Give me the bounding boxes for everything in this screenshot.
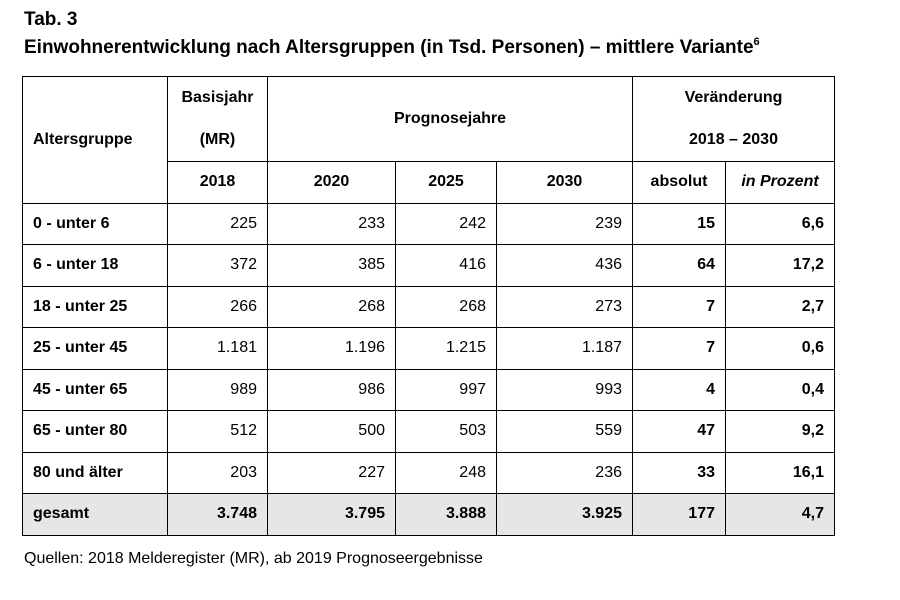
table-body: 0 - unter 6 225 233 242 239 15 6,6 6 - unter 18… [22,202,835,494]
table-row: 65 - unter 80 512 500 503 559 47 9,2 [22,410,835,453]
header-row-2: 2018 2020 2025 2030 absolut in Prozent [23,161,835,204]
cell-2020: 1.196 [267,327,396,370]
cell-2025: 248 [395,451,497,494]
total-label: gesamt [22,493,168,536]
total-row: gesamt 3.748 3.795 3.888 3.925 177 4,7 [22,493,835,536]
table-row: 6 - unter 18 372 385 416 436 64 17,2 [22,244,835,287]
table-row: 25 - unter 45 1.181 1.196 1.215 1.187 7 0,6 [22,327,835,370]
cell-prozent: 9,2 [725,410,835,453]
header-veraenderung: Veränderung 2018 – 2030 [632,76,835,162]
cell-prozent: 6,6 [725,202,835,245]
cell-prozent: 0,4 [725,368,835,411]
cell-altersgruppe: 65 - unter 80 [22,410,168,453]
cell-2030: 239 [496,202,633,245]
table-title: Einwohnerentwicklung nach Altersgruppen … [24,36,760,60]
cell-2020: 385 [267,244,396,287]
source-note: Quellen: 2018 Melderegister (MR), ab 201… [24,550,483,567]
total-2018: 3.748 [167,493,268,536]
cell-altersgruppe: 25 - unter 45 [22,327,168,370]
header-col-2030: 2030 [496,161,633,204]
cell-altersgruppe: 6 - unter 18 [22,244,168,287]
cell-2018: 372 [167,244,268,287]
cell-2030: 559 [496,410,633,453]
cell-2018: 225 [167,202,268,245]
cell-2020: 227 [267,451,396,494]
header-col-2018: 2018 [167,161,268,204]
cell-prozent: 0,6 [725,327,835,370]
header-veraenderung-label: Veränderung [684,89,783,106]
header-col-absolut: absolut [632,161,726,204]
header-basisjahr-label: Basisjahr [181,89,254,106]
total-2025: 3.888 [395,493,497,536]
table-row: 80 und älter 203 227 248 236 33 16,1 [22,451,835,494]
total-2030: 3.925 [496,493,633,536]
cell-2018: 1.181 [167,327,268,370]
header-basisjahr: Basisjahr (MR) [167,76,268,162]
header-col-2020: 2020 [267,161,396,204]
cell-2020: 268 [267,285,396,328]
cell-prozent: 16,1 [725,451,835,494]
cell-2020: 233 [267,202,396,245]
cell-altersgruppe: 0 - unter 6 [22,202,168,245]
cell-2025: 268 [395,285,497,328]
cell-absolut: 64 [632,244,726,287]
cell-absolut: 33 [632,451,726,494]
cell-altersgruppe: 45 - unter 65 [22,368,168,411]
cell-altersgruppe: 18 - unter 25 [22,285,168,328]
table-title-text: Einwohnerentwicklung nach Altersgruppen … [24,37,754,58]
cell-absolut: 15 [632,202,726,245]
total-absolut: 177 [632,493,726,536]
cell-prozent: 17,2 [725,244,835,287]
header-prognosejahre: Prognosejahre [267,76,633,162]
table-row: 18 - unter 25 266 268 268 273 7 2,7 [22,285,835,328]
cell-2030: 436 [496,244,633,287]
cell-absolut: 7 [632,327,726,370]
population-table: Altersgruppe Basisjahr (MR) Prognosejahre… [22,76,835,536]
cell-2030: 236 [496,451,633,494]
cell-absolut: 7 [632,285,726,328]
cell-2025: 242 [395,202,497,245]
table-row: 0 - unter 6 225 233 242 239 15 6,6 [22,202,835,245]
cell-2030: 273 [496,285,633,328]
cell-absolut: 4 [632,368,726,411]
cell-2025: 1.215 [395,327,497,370]
table-row: 45 - unter 65 989 986 997 993 4 0,4 [22,368,835,411]
footnote-marker: 6 [753,36,760,48]
header-col-prozent: in Prozent [725,161,835,204]
cell-prozent: 2,7 [725,285,835,328]
cell-2025: 416 [395,244,497,287]
cell-2018: 512 [167,410,268,453]
header-row-1: Altersgruppe Basisjahr (MR) Prognosejahre… [22,76,835,204]
header-altersgruppe: Altersgruppe [22,76,168,204]
cell-2020: 986 [267,368,396,411]
table-number: Tab. 3 [24,9,78,30]
cell-altersgruppe: 80 und älter [22,451,168,494]
header-col-2025: 2025 [395,161,497,204]
cell-2030: 1.187 [496,327,633,370]
cell-absolut: 47 [632,410,726,453]
cell-2025: 997 [395,368,497,411]
cell-2025: 503 [395,410,497,453]
cell-2018: 989 [167,368,268,411]
header-veraenderung-range: 2018 – 2030 [689,131,778,148]
header-basisjahr-mr: (MR) [199,131,236,148]
cell-2030: 993 [496,368,633,411]
cell-2018: 266 [167,285,268,328]
total-prozent: 4,7 [725,493,835,536]
cell-2018: 203 [167,451,268,494]
cell-2020: 500 [267,410,396,453]
total-2020: 3.795 [267,493,396,536]
